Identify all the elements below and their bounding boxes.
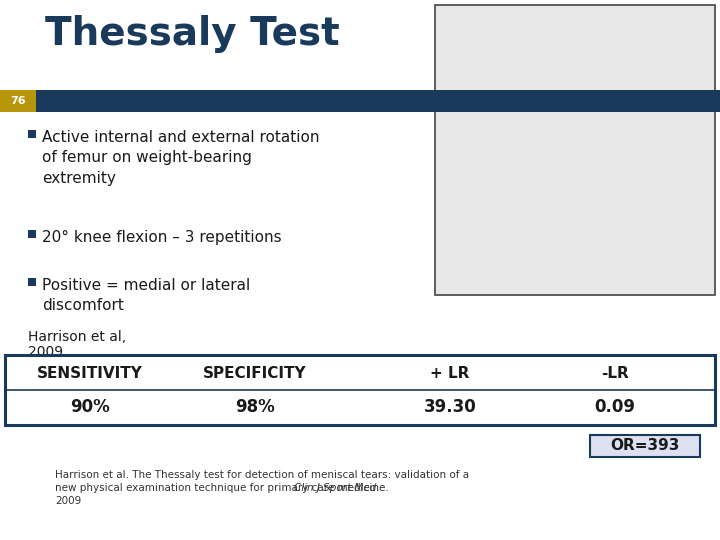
Text: SPECIFICITY: SPECIFICITY (203, 366, 307, 381)
Text: Harrison et al,: Harrison et al, (28, 330, 126, 344)
Text: Clin J Sport Med.: Clin J Sport Med. (294, 483, 379, 493)
Text: 0.09: 0.09 (595, 398, 636, 416)
Text: Positive = medial or lateral
discomfort: Positive = medial or lateral discomfort (42, 278, 251, 313)
Text: new physical examination technique for primary care medicine.: new physical examination technique for p… (55, 483, 392, 493)
Text: -LR: -LR (601, 366, 629, 381)
Bar (28, 130, 36, 138)
Bar (28, 230, 36, 238)
Text: Active internal and external rotation
of femur on weight-bearing
extremity: Active internal and external rotation of… (42, 130, 320, 186)
Bar (28, 278, 36, 286)
Bar (435, 5, 715, 295)
Text: 2009: 2009 (28, 345, 63, 359)
Text: 90%: 90% (70, 398, 110, 416)
Text: 76: 76 (10, 96, 26, 106)
Text: 39.30: 39.30 (423, 398, 477, 416)
Bar (0, 90, 36, 112)
Text: Harrison et al. The Thessaly test for detection of meniscal tears: validation of: Harrison et al. The Thessaly test for de… (55, 470, 469, 480)
Text: SENSITIVITY: SENSITIVITY (37, 366, 143, 381)
Text: 2009: 2009 (55, 496, 81, 506)
Bar (590, 435, 700, 457)
Text: Thessaly Test: Thessaly Test (45, 15, 340, 53)
Text: 20° knee flexion – 3 repetitions: 20° knee flexion – 3 repetitions (42, 230, 282, 245)
Bar (0, 90, 720, 112)
Text: 98%: 98% (235, 398, 275, 416)
Text: OR=393: OR=393 (611, 438, 680, 454)
Text: + LR: + LR (431, 366, 469, 381)
Bar (5, 355, 715, 425)
